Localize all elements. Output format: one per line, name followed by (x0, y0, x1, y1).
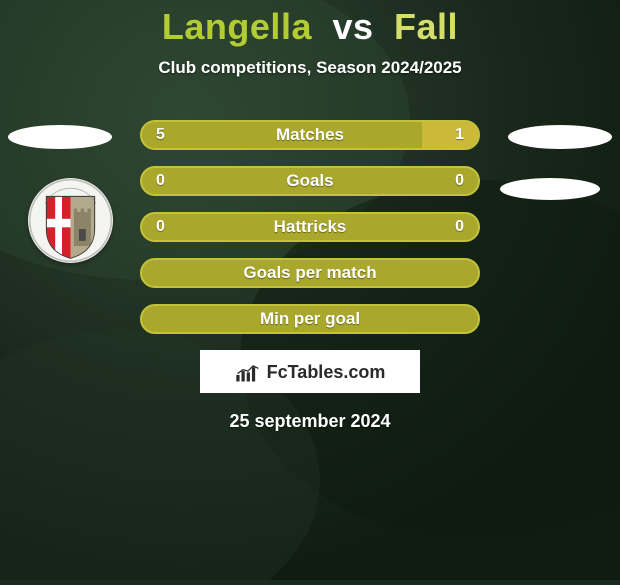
fctables-badge: FcTables.com (200, 350, 420, 393)
stat-bar: Min per goal (140, 304, 480, 334)
comparison-title: Langella vs Fall (0, 6, 620, 48)
stat-value-left: 0 (156, 218, 165, 236)
chart-icon (235, 363, 261, 383)
stat-label: Hattricks (274, 217, 347, 237)
stat-label: Goals per match (243, 263, 376, 283)
stat-label: Matches (276, 125, 344, 145)
comparison-bars: Matches 5 1 Goals 0 0 Hattricks 0 0 Goals per mat… (0, 120, 620, 432)
stat-value-left: 5 (156, 126, 165, 144)
stat-value-right: 0 (455, 218, 464, 236)
stat-bar: Goals 0 0 (140, 166, 480, 196)
stat-value-right: 0 (455, 172, 464, 190)
club-crest (28, 178, 113, 263)
player1-name: Langella (162, 6, 312, 47)
date-label: 25 september 2024 (0, 411, 620, 432)
player1-photo-placeholder (8, 125, 112, 149)
stat-value-right: 1 (455, 126, 464, 144)
vs-label: vs (332, 6, 373, 47)
stat-bar: Hattricks 0 0 (140, 212, 480, 242)
stat-value-left: 0 (156, 172, 165, 190)
fctables-label: FcTables.com (267, 362, 386, 383)
stat-label: Min per goal (260, 309, 360, 329)
player2-photo-placeholder-1 (508, 125, 612, 149)
stat-bar: Goals per match (140, 258, 480, 288)
stat-label: Goals (286, 171, 333, 191)
player2-name: Fall (394, 6, 458, 47)
subtitle: Club competitions, Season 2024/2025 (0, 58, 620, 78)
player2-photo-placeholder-2 (500, 178, 600, 200)
stat-bar: Matches 5 1 (140, 120, 480, 150)
